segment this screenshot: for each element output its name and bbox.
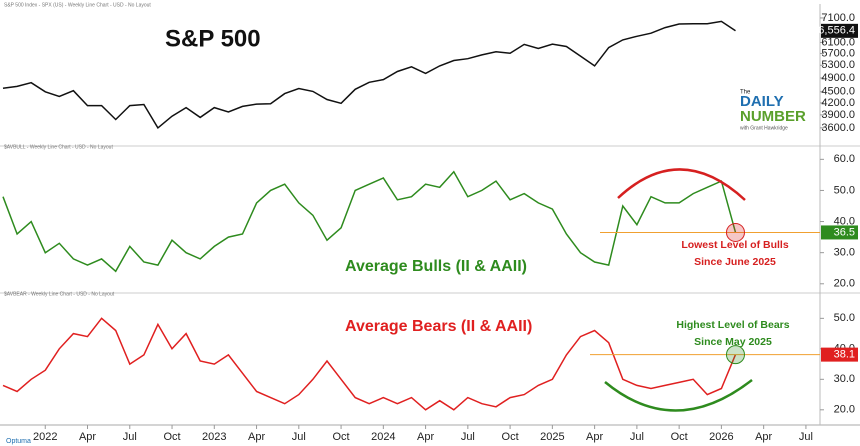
y-tick-label: 5300.0 (821, 59, 855, 71)
last-value-label: 38.1 (834, 349, 855, 361)
y-tick-label: 5700.0 (821, 47, 855, 59)
annotation-arc (604, 379, 753, 412)
last-value-box (821, 347, 858, 362)
y-tick-label: 40.0 (834, 215, 855, 227)
logo-line2: NUMBER (740, 108, 806, 125)
x-tick-label: 2025 (540, 431, 564, 443)
annotation-arc (617, 168, 746, 201)
annotation: Since May 2025 (694, 336, 772, 348)
y-tick-label: 4900.0 (821, 72, 855, 84)
x-tick-label: 2022 (33, 431, 57, 443)
y-tick-label: 20.0 (834, 278, 855, 290)
last-value-box (821, 23, 858, 38)
logo-line1: DAILY (740, 93, 784, 110)
panel-title: S&P 500 (165, 25, 261, 52)
y-tick-label: 60.0 (834, 153, 855, 165)
panel-header: $AVBULL - Weekly Line Chart - USD - No L… (4, 144, 113, 150)
x-tick-label: Oct (671, 431, 688, 443)
panel-header: S&P 500 Index - SPX (US) - Weekly Line C… (4, 2, 151, 8)
x-tick-label: Oct (163, 431, 180, 443)
x-tick-label: Jul (630, 431, 644, 443)
annotation: Highest Level of Bears (676, 319, 789, 331)
series-line (2, 170, 737, 273)
x-tick-label: Jul (292, 431, 306, 443)
annotation: Lowest Level of Bulls (681, 239, 789, 251)
y-tick-label: 4500.0 (821, 86, 855, 98)
y-tick-label: 6100.0 (821, 36, 855, 48)
x-tick-label: Oct (333, 431, 350, 443)
y-tick-label: 20.0 (834, 404, 855, 416)
x-tick-label: Apr (586, 431, 603, 443)
panel-title: Average Bulls (II & AAII) (345, 258, 527, 275)
last-value-box (821, 225, 858, 240)
y-tick-label: 3600.0 (821, 122, 855, 134)
highlight-circle (725, 345, 745, 365)
y-tick-label: 7100.0 (821, 12, 855, 24)
panel-header: $AVBEAR - Weekly Line Chart - USD - No L… (4, 291, 115, 297)
highlight-circle (725, 222, 745, 242)
x-tick-label: Oct (502, 431, 519, 443)
footer: Optuma (6, 438, 31, 445)
x-tick-label: Apr (248, 431, 265, 443)
logo-byline: with Grant Hawkridge (740, 125, 788, 131)
logo-small: The (740, 90, 751, 96)
annotation: Since June 2025 (694, 256, 776, 268)
x-tick-label: 2023 (202, 431, 226, 443)
last-value-label: 6,556.4 (818, 25, 855, 37)
y-tick-label: 3900.0 (821, 109, 855, 121)
series-line (2, 20, 736, 130)
y-tick-label: 50.0 (834, 184, 855, 196)
y-tick-label: 4200.0 (821, 97, 855, 109)
x-tick-label: Jul (799, 431, 813, 443)
x-tick-label: Jul (123, 431, 137, 443)
x-tick-label: 2026 (709, 431, 733, 443)
x-tick-label: Apr (755, 431, 772, 443)
y-tick-label: 30.0 (834, 373, 855, 385)
y-tick-label: 50.0 (834, 312, 855, 324)
x-tick-label: Jul (461, 431, 475, 443)
x-tick-label: Apr (79, 431, 96, 443)
panel-title: Average Bears (II & AAII) (345, 318, 532, 335)
last-value-label: 36.5 (834, 226, 855, 238)
x-tick-label: 2024 (371, 431, 395, 443)
y-tick-label: 30.0 (834, 247, 855, 259)
x-tick-label: Apr (417, 431, 434, 443)
